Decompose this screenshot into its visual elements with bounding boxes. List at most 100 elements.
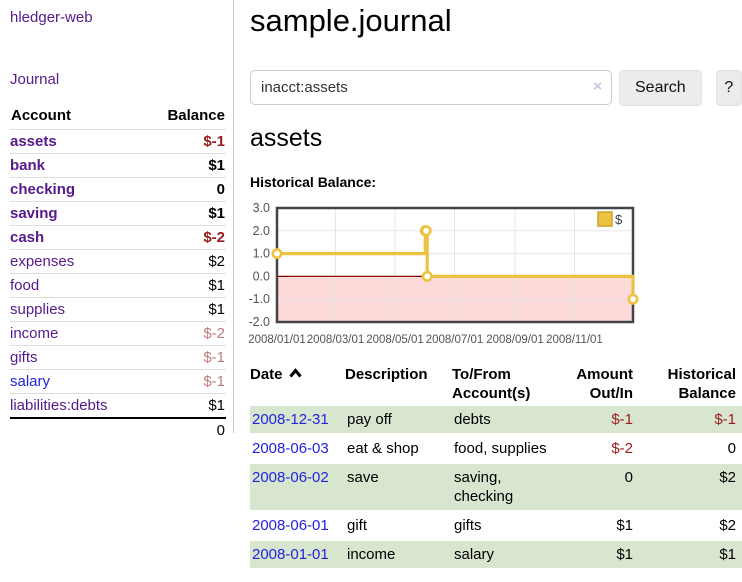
register-header-amount: Amount Out/In	[576, 366, 633, 402]
svg-text:2.0: 2.0	[253, 224, 270, 238]
amount-cell: $1	[570, 540, 641, 570]
account-balance: $2	[144, 249, 226, 274]
table-row: 2008-06-03 eat & shop food, supplies $-2 0	[250, 434, 742, 464]
svg-text:2008/01/01: 2008/01/01	[248, 334, 306, 346]
account-row: supplies $1	[10, 297, 226, 322]
accounts-cell: debts	[452, 406, 570, 435]
svg-text:1.0: 1.0	[253, 247, 270, 261]
account-balance: $-1	[144, 129, 226, 154]
date-link[interactable]: 2008-01-01	[252, 546, 329, 563]
balance-cell: $-1	[641, 406, 742, 435]
historical-balance-chart: $3.0 2.0 1.0 0.0 -1.0 -2.0 2008/01/01 2008/03/0…	[245, 203, 742, 350]
chart-canvas: $3.0 2.0 1.0 0.0 -1.0 -2.0 2008/01/01 2008/03/0…	[248, 203, 639, 346]
description-cell: gift	[345, 511, 452, 541]
register-table: Date Description To/From Account(s) Amou…	[250, 363, 742, 570]
register-header-accounts: To/From Account(s)	[452, 366, 531, 402]
svg-text:-2.0: -2.0	[248, 315, 270, 329]
app-brand-link[interactable]: hledger-web	[10, 9, 93, 26]
date-link[interactable]: 2008-06-02	[252, 469, 329, 486]
description-cell: save	[345, 463, 452, 512]
page-title: sample.journal	[250, 3, 452, 38]
svg-text:2008/11/01: 2008/11/01	[546, 334, 603, 346]
account-balance: $1	[144, 153, 226, 178]
account-row: bank $1	[10, 153, 226, 178]
account-link[interactable]: salary	[10, 373, 51, 390]
account-row: gifts $-1	[10, 345, 226, 370]
account-row: liabilities:debts $1	[10, 393, 226, 418]
amount-cell: $-1	[570, 406, 641, 435]
register-header-row: Date Description To/From Account(s) Amou…	[250, 363, 742, 406]
svg-text:3.0: 3.0	[253, 203, 270, 215]
register-header-balance: Historical Balance	[667, 366, 736, 402]
account-balance: $-1	[144, 369, 226, 394]
register-header-date[interactable]: Date	[250, 363, 345, 406]
register-header-description: Description	[345, 366, 428, 383]
account-link[interactable]: saving	[10, 205, 58, 222]
sidebar-item-journal[interactable]: Journal	[10, 71, 60, 88]
search-button[interactable]: Search	[619, 70, 702, 106]
historical-balance-label: Historical Balance:	[250, 174, 377, 190]
account-balance: $1	[144, 273, 226, 298]
help-button[interactable]: ?	[715, 70, 742, 106]
balance-cell: 0	[641, 434, 742, 464]
account-link[interactable]: expenses	[10, 253, 75, 270]
account-row: food $1	[10, 273, 226, 298]
accounts-table: Account Balance assets $-1 bank $1 checking 0…	[10, 105, 226, 442]
date-link[interactable]: 2008-06-01	[252, 517, 329, 534]
svg-text:-1.0: -1.0	[248, 292, 270, 306]
table-row: 2008-12-31 pay off debts $-1 $-1	[250, 406, 742, 435]
accounts-cell: saving, checking	[452, 463, 570, 512]
account-link[interactable]: liabilities:debts	[10, 397, 108, 414]
sidebar: hledger-web Journal Account Balance asse…	[10, 0, 226, 442]
clear-search-icon[interactable]: ×	[593, 78, 602, 95]
account-balance: $-2	[144, 225, 226, 250]
account-link[interactable]: checking	[10, 181, 76, 198]
account-row: cash $-2	[10, 225, 226, 250]
table-row: 2008-06-02 save saving, checking 0 $2	[250, 463, 742, 512]
search-form: × Search ?	[250, 70, 742, 106]
account-link[interactable]: supplies	[10, 301, 66, 318]
date-link[interactable]: 2008-12-31	[252, 411, 329, 428]
table-row: 2008-01-01 income salary $1 $1	[250, 540, 742, 570]
account-row: saving $1	[10, 201, 226, 226]
date-link[interactable]: 2008-06-03	[252, 440, 329, 457]
account-link[interactable]: income	[10, 325, 59, 342]
accounts-total-row: 0	[10, 417, 226, 442]
account-balance: 0	[144, 177, 226, 202]
main-content: sample.journal × Search ? assets Histori…	[248, 0, 742, 570]
account-link[interactable]: cash	[10, 229, 45, 246]
account-row: income $-2	[10, 321, 226, 346]
table-row: 2008-06-01 gift gifts $1 $2	[250, 511, 742, 541]
amount-cell: $1	[570, 511, 641, 541]
search-input[interactable]	[250, 70, 612, 105]
svg-text:2008/03/01: 2008/03/01	[307, 334, 365, 346]
account-balance: $1	[144, 393, 226, 418]
balance-cell: $2	[641, 463, 742, 512]
account-heading: assets	[250, 124, 323, 152]
account-row: expenses $2	[10, 249, 226, 274]
sidebar-divider	[233, 0, 234, 433]
amount-cell: 0	[570, 463, 641, 512]
accounts-header-account: Account	[11, 107, 71, 124]
accounts-cell: food, supplies	[452, 434, 570, 464]
description-cell: pay off	[345, 406, 452, 435]
account-balance: $1	[144, 201, 226, 226]
balance-cell: $2	[641, 511, 742, 541]
svg-text:2008/07/01: 2008/07/01	[426, 334, 484, 346]
accounts-header-balance: Balance	[167, 107, 225, 124]
svg-text:2008/05/01: 2008/05/01	[366, 334, 424, 346]
account-link[interactable]: gifts	[10, 349, 38, 366]
account-row: checking 0	[10, 177, 226, 202]
svg-text:0.0: 0.0	[253, 269, 270, 283]
sort-ascending-icon	[288, 368, 302, 378]
accounts-cell: gifts	[452, 511, 570, 541]
account-link[interactable]: food	[10, 277, 40, 294]
svg-text:$: $	[615, 212, 623, 227]
accounts-total-value: 0	[144, 417, 226, 442]
account-row: salary $-1	[10, 369, 226, 394]
amount-cell: $-2	[570, 434, 641, 464]
accounts-cell: salary	[452, 540, 570, 570]
account-link[interactable]: assets	[10, 133, 57, 150]
account-balance: $1	[144, 297, 226, 322]
account-link[interactable]: bank	[10, 157, 46, 174]
